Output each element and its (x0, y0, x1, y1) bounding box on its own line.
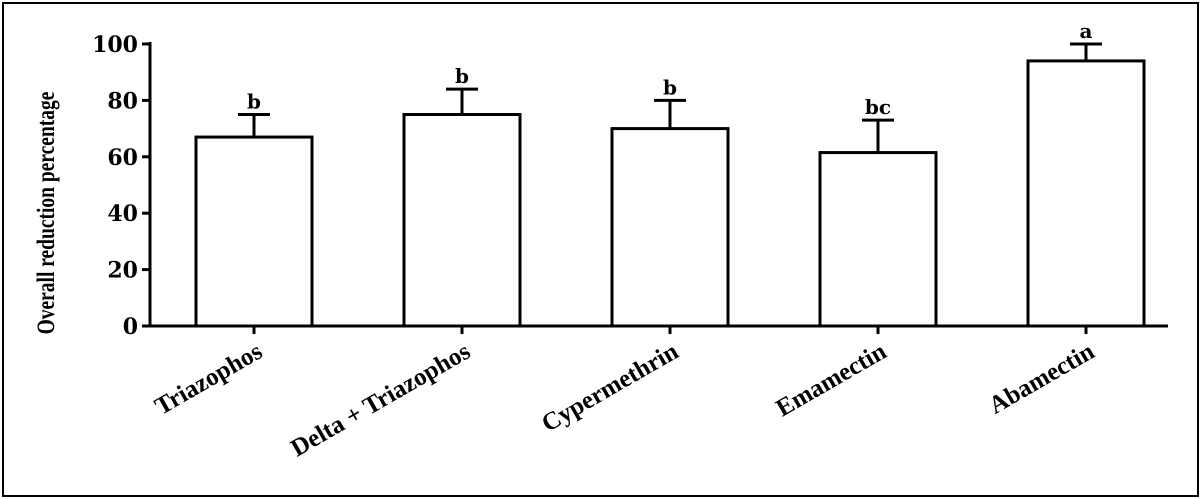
y-tick-label: 100 (92, 32, 138, 58)
significance-label: b (247, 90, 261, 114)
x-tick-label: Triazophos (150, 338, 267, 421)
significance-label: b (455, 64, 469, 88)
significance-label: bc (865, 95, 891, 119)
y-tick-label: 60 (107, 145, 138, 171)
bar (194, 135, 314, 328)
x-tick-label: Delta + Triazophos (286, 338, 475, 463)
bar (402, 113, 522, 328)
y-tick-label: 0 (123, 314, 138, 340)
x-tick-label: Emamectin (772, 338, 891, 423)
bar (610, 127, 730, 328)
x-tick-label: Abamectin (984, 338, 1099, 420)
y-tick-label: 40 (107, 201, 138, 227)
y-tick-label: 20 (107, 258, 138, 284)
x-tick-label: Cypermethrin (537, 338, 683, 438)
bar (818, 151, 938, 328)
bar (1026, 59, 1146, 328)
y-tick-label: 80 (107, 88, 138, 114)
y-axis-title: Overall reduction percentage (32, 92, 60, 335)
significance-label: b (663, 75, 677, 99)
significance-label: a (1080, 19, 1093, 43)
chart-marks: b b b bc a (194, 19, 1146, 328)
